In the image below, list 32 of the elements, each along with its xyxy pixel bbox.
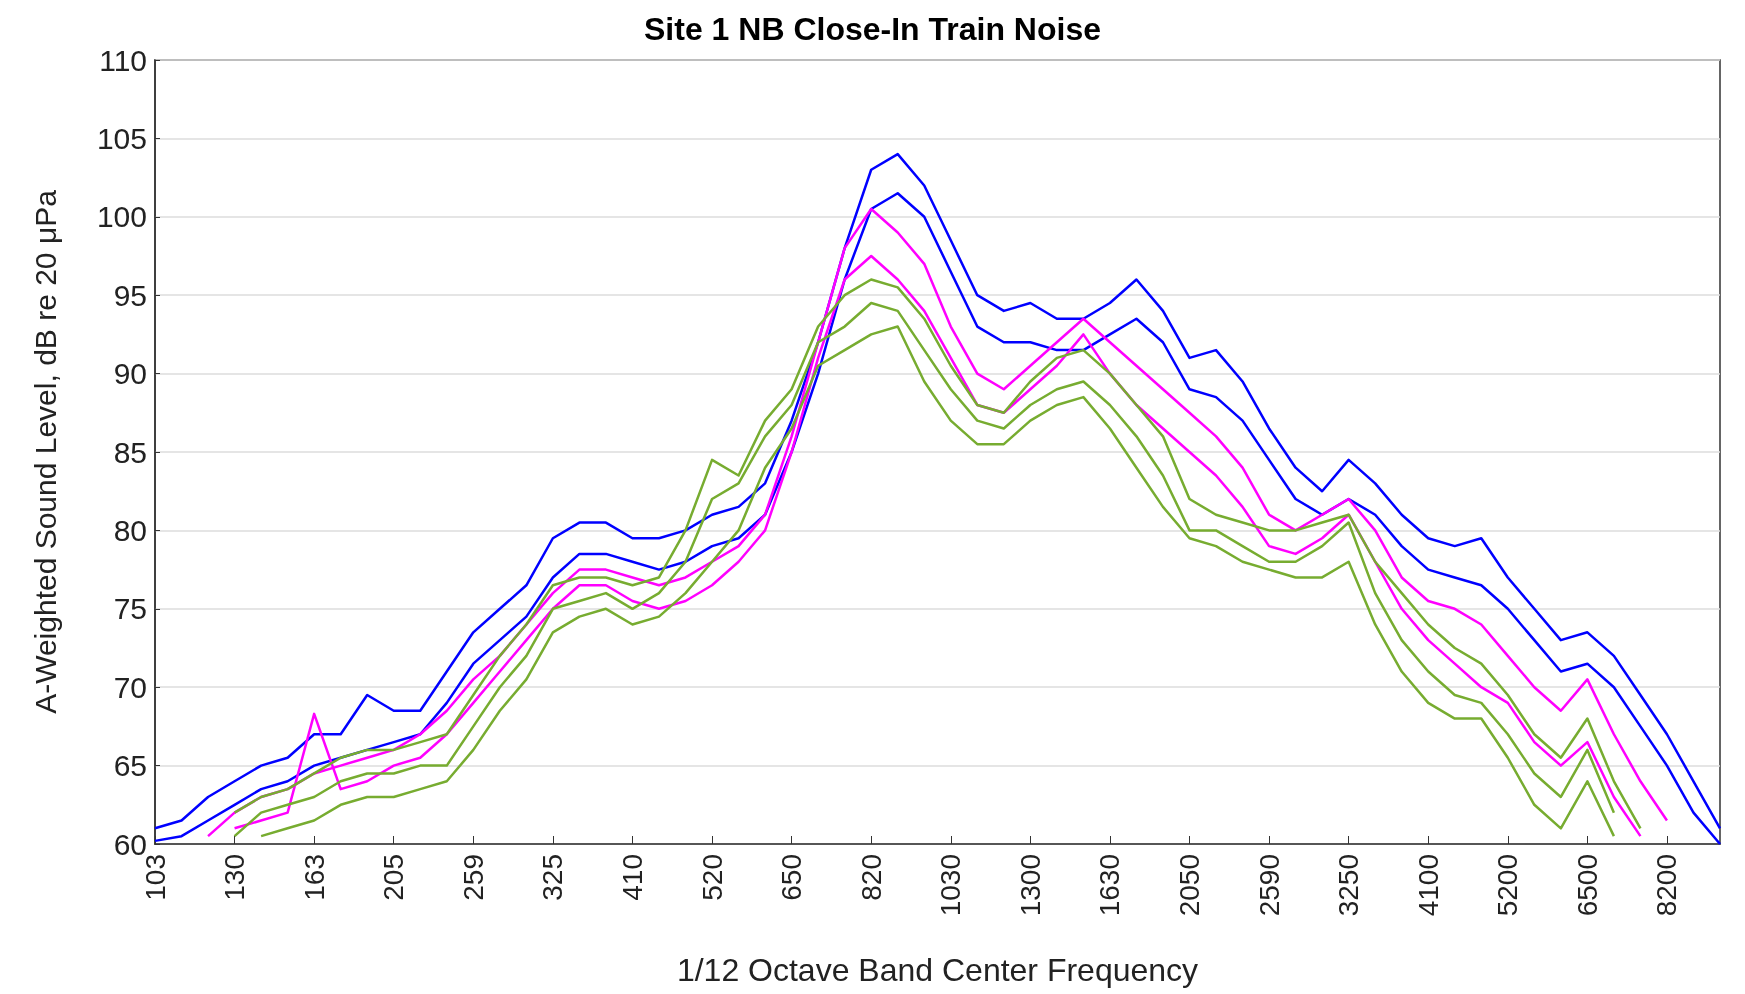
- x-tick-label: 205: [378, 854, 410, 901]
- chart-title: Site 1 NB Close-In Train Noise: [644, 11, 1101, 47]
- x-axis-title: 1/12 Octave Band Center Frequency: [676, 952, 1199, 988]
- x-tick-label: 130: [219, 854, 251, 901]
- y-tick-label: 100: [96, 200, 147, 234]
- x-tick-label: 3250: [1333, 854, 1365, 917]
- y-tick-label: 95: [113, 278, 147, 312]
- x-tick-label: 410: [616, 854, 648, 901]
- y-axis-title: A-Weighted Sound Level, dB re 20 μPa: [28, 189, 62, 714]
- y-tick-label: 70: [113, 670, 147, 704]
- x-tick-label: 1030: [935, 854, 967, 917]
- y-tick-label: 75: [113, 592, 147, 626]
- x-tick-label: 1630: [1094, 854, 1126, 917]
- x-tick-label: 325: [537, 854, 569, 901]
- x-tick-label: 1300: [1014, 854, 1046, 917]
- x-tick-label: 5200: [1492, 854, 1524, 917]
- y-tick-label: 110: [99, 43, 147, 77]
- x-tick-label: 2590: [1253, 854, 1285, 917]
- x-tick-label: 6500: [1571, 854, 1603, 917]
- x-tick-label: 163: [298, 854, 330, 901]
- x-tick-label: 520: [696, 854, 728, 901]
- x-tick-label: 8200: [1651, 854, 1683, 917]
- x-tick-label: 650: [776, 854, 808, 901]
- x-tick-label: 4100: [1412, 854, 1444, 917]
- y-tick-label: 85: [113, 435, 147, 469]
- y-tick-label: 65: [113, 749, 147, 783]
- y-tick-label: 90: [113, 357, 147, 391]
- x-tick-label: 820: [855, 854, 887, 901]
- y-tick-label: 105: [96, 121, 147, 155]
- y-tick-label: 80: [113, 513, 147, 547]
- x-tick-label: 259: [457, 854, 489, 901]
- x-tick-label: 2050: [1173, 854, 1205, 917]
